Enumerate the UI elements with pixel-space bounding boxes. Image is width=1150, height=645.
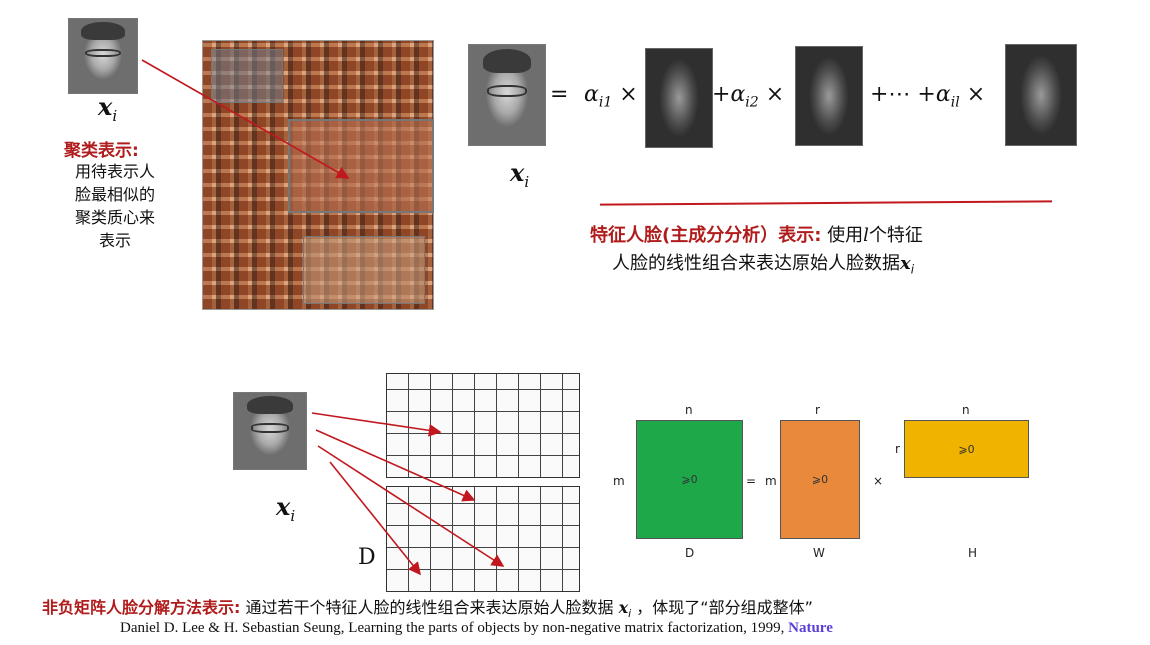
collage-cluster-panel: [211, 49, 283, 103]
nmf-caption-text: 通过若干个特征人脸的线性组合来表达原始人脸数据: [240, 598, 619, 617]
matrix-d-nonneg: ⩾0: [681, 473, 698, 486]
query-face-image-top: [68, 18, 138, 94]
matrix-h-bottom-label: H: [968, 546, 978, 560]
matrix-h-left-label: r: [895, 442, 900, 456]
pca-caption-text-2: 个特征: [868, 225, 923, 246]
matrix-d-left-label: m: [613, 474, 625, 488]
matrix-w-top-label: r: [815, 403, 820, 417]
matrix-d-bottom-label: D: [685, 546, 695, 560]
citation-text: Daniel D. Lee & H. Sebastian Seung, Lear…: [120, 620, 789, 636]
pca-caption-title: 特征人脸(主成分分析）表示:: [590, 225, 822, 246]
xi-label-nmf: xi: [276, 492, 296, 525]
eq-sign: =: [550, 82, 569, 107]
matrix-w-nonneg: ⩾0: [811, 473, 829, 486]
matrix-h-top-label: n: [962, 403, 970, 417]
citation-journal: Nature: [788, 620, 833, 636]
nmf-caption-xi-sub: i: [628, 607, 632, 621]
face-cluster-collage: [202, 40, 434, 310]
l-symbol: l: [863, 225, 869, 246]
matrix-h: ⩾0: [904, 420, 1029, 478]
matrix-h-nonneg: ⩾0: [958, 442, 975, 456]
query-face-image-eq: [468, 44, 546, 146]
pca-xi-sub: i: [910, 262, 915, 277]
eigenface-l: [1005, 44, 1077, 146]
eigenface-1: [645, 48, 713, 148]
eq-term-1-coef: αi1 ×: [584, 82, 638, 111]
nmf-caption-xi: x: [618, 598, 629, 617]
cluster-desc-line-3: 聚类质心来: [74, 208, 155, 227]
query-face-image-nmf: [233, 392, 307, 470]
cluster-desc-line-1: 用待表示人: [74, 162, 155, 181]
pca-caption-line-1: 特征人脸(主成分分析）表示: 使用l个特征: [590, 222, 1050, 250]
nmf-caption: 非负矩阵人脸分解方法表示: 通过若干个特征人脸的线性组合来表达原始人脸数据 xi…: [42, 594, 1122, 620]
nmf-basis-grid-top: [386, 373, 580, 478]
citation: Daniel D. Lee & H. Sebastian Seung, Lear…: [120, 620, 1040, 637]
eq-term-2-coef: +αi2 ×: [712, 82, 785, 111]
nmf-times: ×: [873, 474, 884, 488]
matrix-w-bottom-label: W: [813, 546, 825, 560]
pca-xi-symbol: x: [900, 253, 911, 274]
nmf-caption-title: 非负矩阵人脸分解方法表示:: [42, 598, 241, 617]
pca-divider-line: [599, 200, 1053, 206]
collage-cluster-panel: [288, 119, 434, 213]
matrix-w-left-label: m: [765, 474, 777, 488]
matrix-w: ⩾0: [780, 420, 860, 539]
nmf-equals: =: [746, 474, 757, 488]
cluster-desc-line-2: 脸最相似的: [74, 185, 155, 204]
nmf-caption-rest: ，体现了“部分组成整体”: [631, 598, 813, 617]
d-label: D: [358, 545, 376, 570]
eq-term-l-coef: +⋯ +αil ×: [870, 82, 986, 111]
pca-caption-line-2: 人脸的线性组合来表达原始人脸数据xi: [590, 250, 1050, 284]
cluster-description: 用待表示人 脸最相似的 聚类质心来 表示: [56, 160, 174, 252]
cluster-desc-line-4: 表示: [98, 231, 131, 250]
pca-caption-text-3: 人脸的线性组合来表达原始人脸数据: [612, 253, 900, 274]
cluster-title: 聚类表示:: [64, 141, 139, 161]
pca-caption: 特征人脸(主成分分析）表示: 使用l个特征 人脸的线性组合来表达原始人脸数据xi: [590, 222, 1050, 284]
matrix-d-top-label: n: [685, 403, 693, 417]
eigenface-2: [795, 46, 863, 146]
xi-label-top-left: xi: [98, 92, 118, 125]
pca-caption-text-1: 使用: [821, 225, 864, 246]
matrix-d: ⩾0: [636, 420, 743, 539]
xi-label-eq: xi: [510, 158, 530, 191]
collage-cluster-panel: [303, 236, 425, 304]
nmf-basis-grid-bottom: [386, 486, 580, 592]
